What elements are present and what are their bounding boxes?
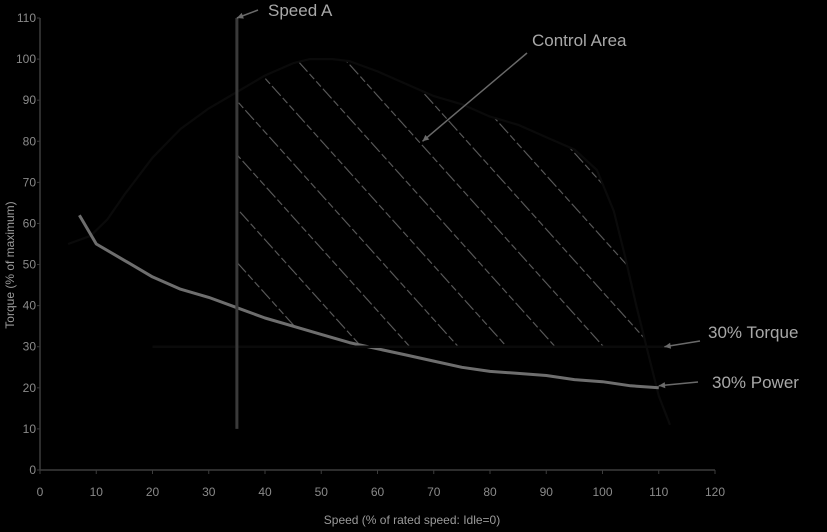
y-axis-label: Torque (% of maximum) <box>3 201 17 328</box>
y-tick-label: 0 <box>29 463 36 477</box>
annotation-speed-a: Speed A <box>268 1 333 20</box>
y-tick-label: 70 <box>23 175 37 189</box>
y-tick-label: 110 <box>17 11 36 25</box>
y-tick-label: 90 <box>23 93 37 107</box>
control-area-hatch <box>236 59 647 347</box>
y-tick-label: 30 <box>23 340 37 354</box>
x-tick-label: 60 <box>371 485 385 499</box>
series-line-torque <box>67 57 672 426</box>
arrowhead-icon <box>664 342 672 349</box>
series-lines <box>67 18 672 429</box>
x-tick-label: 110 <box>649 485 668 499</box>
annotation-arrow-power-30 <box>658 381 699 387</box>
annotation-power-30: 30% Power <box>712 373 799 392</box>
annotation-control-area: Control Area <box>532 31 627 50</box>
y-tick-label: 50 <box>23 258 37 272</box>
annotations: Speed A Control Area 30% Torque 30% Power <box>236 1 799 392</box>
x-tick-label: 100 <box>592 485 612 499</box>
arrowhead-icon <box>658 382 666 389</box>
arrowhead-icon <box>422 134 430 142</box>
x-tick-label: 120 <box>705 485 725 499</box>
y-tick-label: 40 <box>23 299 37 313</box>
x-tick-label: 40 <box>258 485 272 499</box>
x-tick-label: 0 <box>37 485 44 499</box>
y-tick-label: 100 <box>16 52 36 66</box>
x-tick-label: 10 <box>90 485 104 499</box>
x-tick-label: 80 <box>483 485 497 499</box>
y-tick-label: 80 <box>23 134 37 148</box>
y-tick-label: 60 <box>23 216 37 230</box>
x-tick-label: 20 <box>146 485 160 499</box>
y-tick-label: 10 <box>23 422 37 436</box>
control-area <box>236 59 647 347</box>
tick-labels: 0 10 20 30 40 50 60 70 80 90 100 110 120 0 10 20 30 40 50 6… <box>16 11 725 499</box>
x-tick-label: 30 <box>202 485 216 499</box>
annotation-torque-30: 30% Torque <box>708 323 798 342</box>
arrowhead-icon <box>236 12 244 19</box>
x-tick-label: 70 <box>427 485 441 499</box>
annotation-arrow-control-area <box>422 52 528 142</box>
y-tick-label: 20 <box>23 381 37 395</box>
x-axis-label: Speed (% of rated speed: Idle=0) <box>324 513 500 527</box>
x-tick-label: 90 <box>540 485 554 499</box>
x-tick-label: 50 <box>315 485 329 499</box>
